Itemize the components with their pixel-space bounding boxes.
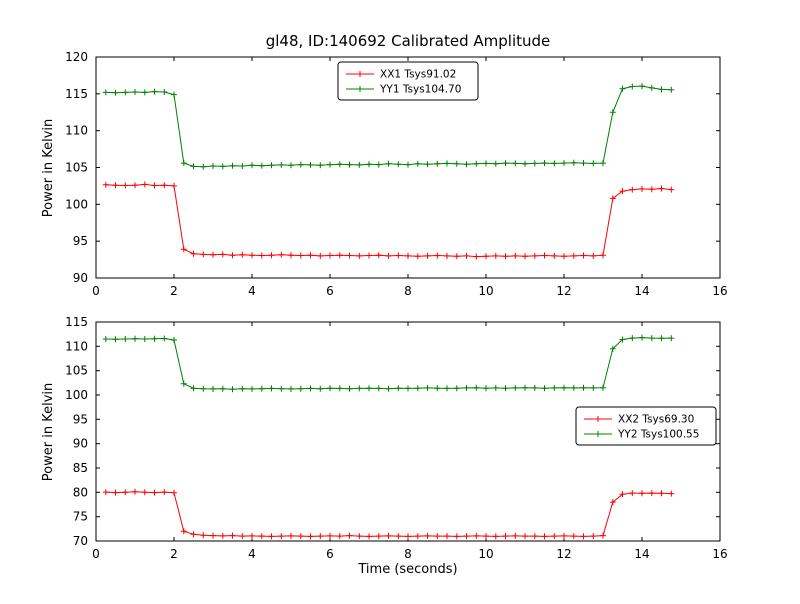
- legend-entry-label: XX1 Tsys91.02: [380, 69, 456, 81]
- y-tick-label: 110: [65, 124, 88, 138]
- bottom-y-axis-label: Power in Kelvin: [41, 383, 56, 481]
- x-tick-label: 6: [326, 284, 334, 298]
- y-tick-label: 70: [73, 534, 88, 548]
- legend-entry-label: XX2 Tsys69.30: [618, 414, 694, 426]
- y-tick-label: 105: [65, 364, 88, 378]
- series-line: [105, 183, 672, 258]
- x-tick-label: 16: [712, 547, 727, 561]
- x-tick-label: 10: [478, 547, 493, 561]
- series-markers: [102, 488, 675, 540]
- x-tick-label: 14: [634, 547, 649, 561]
- top-plot: 0 2 4 6 8 10 12 14 16 90 95 100 105 110 115 120 XX1 Tsys…: [65, 50, 728, 298]
- x-tick-label: 2: [170, 284, 178, 298]
- series-line: [105, 491, 672, 537]
- x-tick-label: 14: [634, 284, 649, 298]
- legend-box: [575, 406, 717, 446]
- y-tick-label: 100: [65, 197, 88, 211]
- legend-entry-label: YY2 Tsys100.55: [617, 429, 699, 441]
- series-markers: [102, 83, 675, 170]
- y-tick-label: 85: [73, 461, 88, 475]
- x-tick-label: 12: [556, 547, 571, 561]
- x-tick-label: 8: [404, 547, 412, 561]
- y-tick-label: 90: [73, 437, 88, 451]
- legend-marker: [357, 71, 363, 77]
- legend-marker: [357, 86, 363, 92]
- x-tick-label: 4: [248, 547, 256, 561]
- legend-marker: [595, 416, 601, 422]
- x-tick-label: 12: [556, 284, 571, 298]
- y-tick-label: 95: [73, 234, 88, 248]
- y-tick-label: 80: [73, 485, 88, 499]
- x-tick-label: 6: [326, 547, 334, 561]
- legend-marker: [595, 431, 601, 437]
- y-tick-label: 110: [65, 339, 88, 353]
- y-tick-label: 120: [65, 50, 88, 64]
- y-tick-label: 90: [73, 271, 88, 285]
- series-line: [105, 337, 672, 390]
- y-tick-label: 115: [65, 315, 88, 329]
- y-tick-label: 75: [73, 510, 88, 524]
- y-tick-label: 100: [65, 388, 88, 402]
- x-axis-label: Time (seconds): [357, 562, 457, 577]
- x-tick-label: 4: [248, 284, 256, 298]
- x-tick-label: 16: [712, 284, 727, 298]
- top-y-axis-label: Power in Kelvin: [41, 119, 56, 217]
- y-tick-label: 115: [65, 87, 88, 101]
- x-tick-label: 10: [478, 284, 493, 298]
- x-tick-label: 2: [170, 547, 178, 561]
- x-tick-label: 0: [92, 284, 100, 298]
- legend-entry-label: YY1 Tsys104.70: [379, 84, 461, 96]
- bottom-plot: 0 2 4 6 8 10 12 14 16 70 75 80 85 90 95 100 105 110 115 XX2…: [65, 315, 728, 561]
- legend-box: [337, 61, 479, 101]
- chart-title: gl48, ID:140692 Calibrated Amplitude: [266, 32, 551, 50]
- series-markers: [102, 181, 675, 260]
- x-tick-label: 0: [92, 547, 100, 561]
- y-tick-label: 105: [65, 161, 88, 175]
- x-tick-label: 8: [404, 284, 412, 298]
- series-markers: [102, 334, 675, 393]
- y-tick-label: 95: [73, 412, 88, 426]
